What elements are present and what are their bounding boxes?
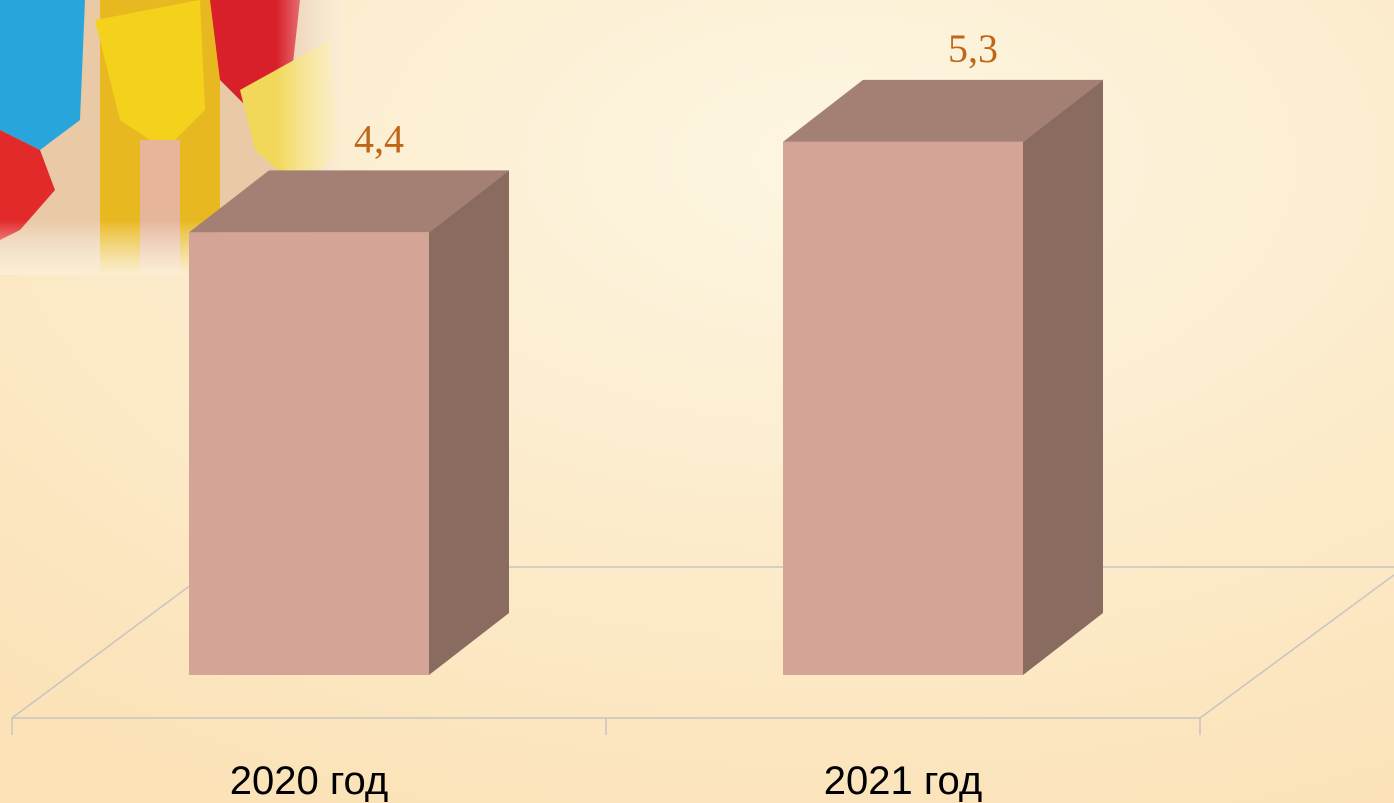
chart: 2020 год 4,4 2021 год 5,3 [0, 0, 1394, 803]
x-tick-label: 2020 год [230, 759, 389, 803]
x-tick-label: 2021 год [824, 759, 983, 803]
value-label: 5,3 [948, 26, 998, 71]
bar [783, 142, 1023, 675]
bar-side [429, 170, 509, 675]
value-label: 4,4 [354, 116, 404, 161]
bar [189, 232, 429, 675]
bar-side [1023, 80, 1103, 675]
